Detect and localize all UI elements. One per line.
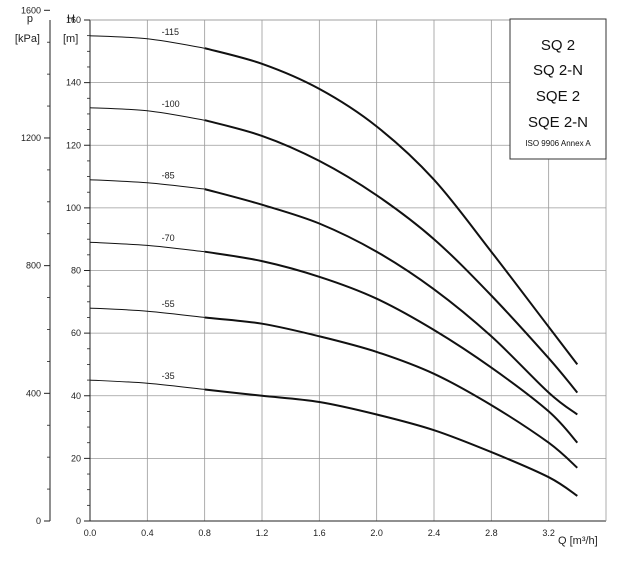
h-tick-label: 60: [71, 328, 81, 338]
curve--70: [204, 250, 579, 444]
axes: 0.0 0.4 0.8 1.2 1.6 2.0 2.4 2.8 3.2 0 20 40 60 80 100 1…: [21, 5, 607, 538]
p-axis-unit: [kPa]: [15, 33, 40, 45]
p-tick-label: 1600: [21, 5, 41, 15]
h-tick-label: 80: [71, 266, 81, 276]
h-tick-label: 0: [76, 516, 81, 526]
p-tick-label: 400: [26, 388, 41, 398]
curve-label: -55: [162, 299, 175, 309]
curves: -115 -100 -85 -70 -55 -35: [89, 27, 579, 497]
x-tick-label: 0.0: [84, 528, 97, 538]
curve-low-flow--35: [89, 379, 205, 390]
curve--115: [204, 47, 579, 366]
h-axis-title: H: [67, 13, 75, 25]
x-axis-title: Q [m³/h]: [558, 535, 598, 547]
x-tick-label: 0.4: [141, 528, 154, 538]
h-tick-label: 20: [71, 453, 81, 463]
curve-label: -115: [162, 27, 179, 37]
model-name-2: SQ 2-N: [533, 62, 583, 79]
h-axis-unit: [m]: [63, 33, 78, 45]
h-tick-label: 140: [66, 78, 81, 88]
x-tick-label: 1.6: [313, 528, 326, 538]
curve-low-flow--100: [89, 107, 205, 121]
curve--35: [204, 388, 578, 497]
x-tick-label: 1.2: [256, 528, 269, 538]
curve-low-flow--70: [89, 241, 205, 253]
h-tick-label: 100: [66, 203, 81, 213]
curve--85: [204, 188, 578, 416]
curve--55: [204, 316, 578, 469]
x-tick-label: 2.8: [485, 528, 498, 538]
x-tick-label: 3.2: [542, 528, 555, 538]
h-tick-label: 160: [66, 15, 81, 25]
curve-label: -100: [162, 99, 180, 109]
curve-low-flow--85: [89, 179, 205, 190]
model-name-4: SQE 2-N: [528, 114, 588, 131]
model-legend-box: SQ 2 SQ 2-N SQE 2 SQE 2-N ISO 9906 Annex…: [509, 18, 607, 160]
h-tick-label: 40: [71, 391, 81, 401]
p-tick-label: 1200: [21, 133, 41, 143]
curve-label: -85: [162, 170, 175, 180]
h-tick-label: 120: [66, 140, 81, 150]
p-axis-title: p: [27, 13, 33, 25]
model-name-3: SQE 2: [536, 88, 580, 105]
p-tick-label: 0: [36, 516, 41, 526]
model-name-1: SQ 2: [541, 37, 575, 54]
p-tick-label: 800: [26, 261, 41, 271]
x-tick-label: 2.0: [370, 528, 383, 538]
x-tick-label: 2.4: [428, 528, 441, 538]
curve--100: [204, 119, 579, 394]
x-tick-label: 0.8: [198, 528, 211, 538]
curve-label: -35: [162, 371, 175, 381]
curve-label: -70: [162, 233, 175, 243]
curve-low-flow--115: [89, 35, 205, 49]
standard-note: ISO 9906 Annex A: [525, 139, 591, 148]
curve-low-flow--55: [89, 307, 205, 318]
